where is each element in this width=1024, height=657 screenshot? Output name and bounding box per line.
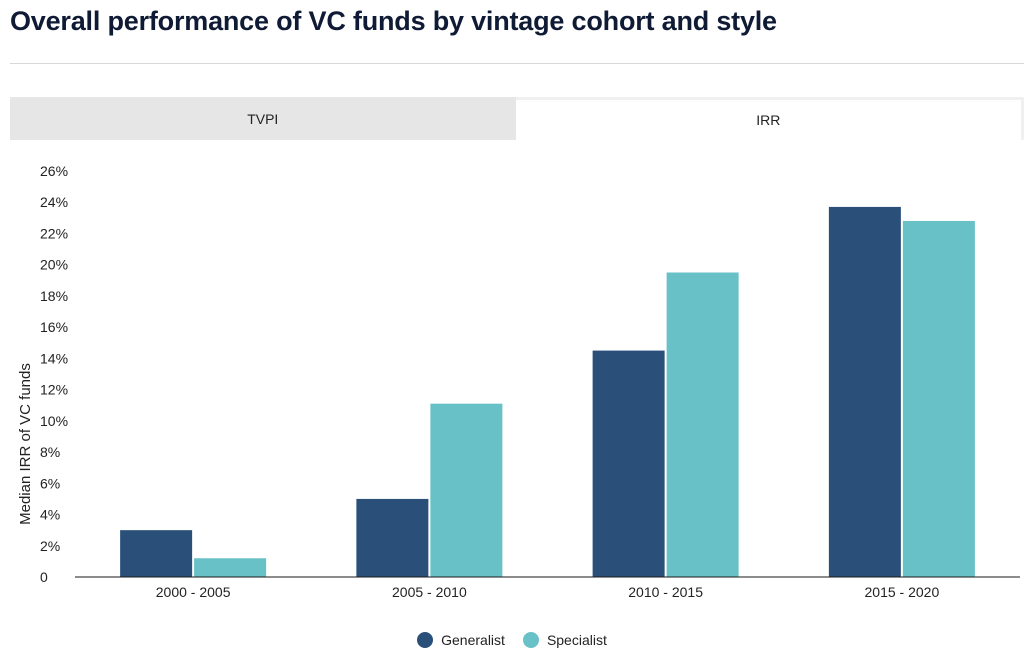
bar-specialist [430, 403, 503, 577]
x-tick-label: 2010 - 2015 [628, 584, 703, 600]
tab-tvpi[interactable]: TVPI [10, 97, 516, 140]
bar-generalist [120, 530, 193, 577]
x-tick-label: 2005 - 2010 [392, 584, 467, 600]
legend-swatch-specialist [522, 632, 539, 648]
legend-item-specialist[interactable]: Specialist [522, 632, 607, 648]
y-tick-label: 8% [40, 444, 60, 460]
legend-label-specialist: Specialist [546, 632, 607, 648]
x-tick-label: 2000 - 2005 [156, 584, 231, 600]
y-tick-label: 24% [40, 194, 68, 210]
legend-swatch-generalist [417, 632, 434, 648]
y-tick-label: 26% [40, 163, 68, 179]
title-divider [10, 63, 1024, 64]
y-tick-label: 22% [40, 225, 68, 241]
metric-tabs: TVPI IRR [10, 97, 1024, 140]
y-tick-label: 20% [40, 257, 68, 273]
y-tick-label: 6% [40, 475, 60, 491]
bar-generalist [356, 498, 429, 577]
legend-item-generalist[interactable]: Generalist [417, 632, 505, 648]
y-tick-label: 16% [40, 319, 68, 335]
y-tick-label: 12% [40, 382, 68, 398]
bar-specialist [666, 272, 739, 577]
y-tick-label: 2% [40, 538, 60, 554]
y-tick-label: 18% [40, 288, 68, 304]
legend-label-generalist: Generalist [441, 632, 505, 648]
irr-bar-chart: 0 2% 4% 6% 8% 10% 12% 14% 16% 18% 20% 22% 24% 26% Medi… [17, 163, 1020, 600]
chart-legend: Generalist Specialist [0, 632, 1024, 648]
bar-generalist [592, 350, 665, 577]
y-tick-label: 0 [40, 569, 48, 585]
y-tick-label: 4% [40, 507, 60, 523]
bar-specialist [194, 558, 267, 577]
bar-generalist [828, 206, 901, 577]
tab-irr[interactable]: IRR [515, 97, 1024, 140]
bar-specialist [902, 220, 975, 577]
y-tick-label: 10% [40, 413, 68, 429]
page-title: Overall performance of VC funds by vinta… [10, 6, 777, 36]
y-tick-label: 14% [40, 350, 68, 366]
x-tick-label: 2015 - 2020 [865, 584, 940, 600]
y-axis-label: Median IRR of VC funds [17, 363, 34, 525]
